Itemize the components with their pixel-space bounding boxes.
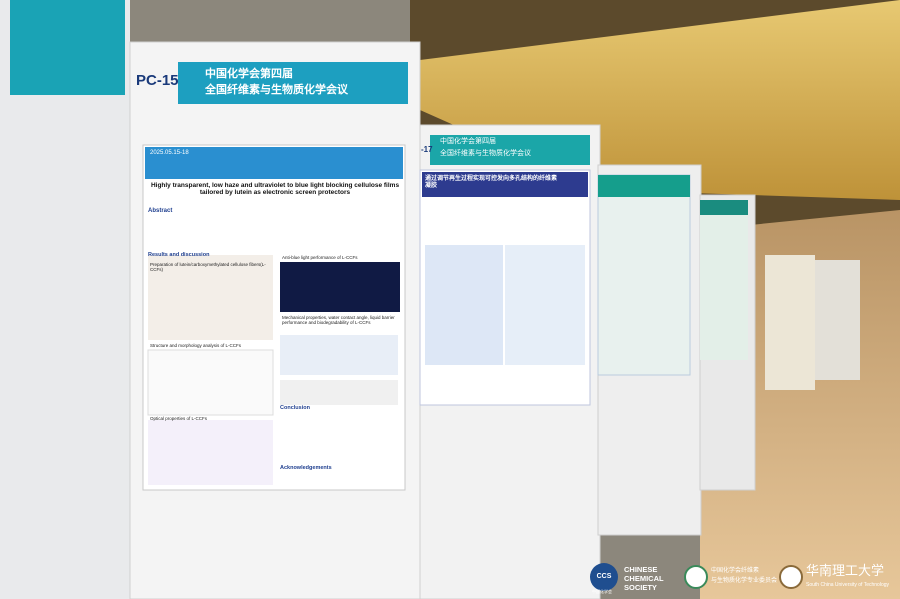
poster-header: [422, 172, 588, 197]
poster-header: [145, 147, 403, 179]
university-cn: 华南理工大学: [806, 563, 885, 578]
figure: [148, 255, 273, 340]
ccs-logo: [590, 563, 618, 591]
ccs-cn: 中国化学会: [592, 589, 612, 594]
figure: [147, 349, 274, 416]
banner-line: 全国纤维素与生物质化学会议: [205, 84, 348, 96]
poster-title: 通过调节再生过程实现可控发向多孔结构的纤维素凝胶: [425, 176, 558, 189]
subheading: Optical properties of L-CCFs: [150, 416, 208, 421]
subheading: Structure and morphology analysis of L-C…: [150, 343, 242, 348]
ccs-badge: CCS: [596, 573, 612, 580]
poster: [597, 174, 691, 376]
poster-header: [598, 175, 690, 197]
board-label: -17: [421, 145, 433, 154]
section-heading: Results and discussion: [148, 252, 210, 258]
committee-name: 中国化学会纤维素: [711, 568, 760, 574]
section-heading: Abstract: [148, 208, 173, 214]
date: 2025.05.15-18: [150, 150, 189, 156]
board-label: PC-15: [136, 72, 179, 89]
figure: [148, 420, 273, 485]
figure: [280, 335, 398, 375]
banner-line: 中国化学会第四届: [205, 68, 293, 80]
subheading: Anti-blue light performance of L-CCFs: [282, 255, 358, 260]
ccs-en: SOCIETY: [624, 583, 657, 592]
university-en: South China University of Technology: [806, 582, 890, 588]
figure: [425, 245, 503, 365]
subheading: Mechanical properties, water contact ang…: [282, 315, 395, 326]
university-logo: [779, 565, 803, 589]
subheading: Preparation of lutein/carboxymethylated …: [150, 262, 266, 273]
left-board: [0, 0, 130, 599]
banner-line: 中国化学会第四届: [440, 138, 496, 145]
poster: [700, 200, 748, 360]
figure: [505, 245, 585, 365]
section-heading: Conclusion: [280, 405, 310, 411]
committee-logo: [684, 565, 708, 589]
banner: [178, 62, 408, 104]
poster-title: Highly transparent, low haze and ultravi…: [150, 182, 400, 197]
board: [815, 260, 860, 380]
left-banner: [10, 0, 125, 95]
ccs-en: CHINESE: [624, 565, 658, 574]
poster-header: [700, 200, 748, 215]
board: [765, 255, 815, 390]
ccs-en: CHEMICAL: [624, 574, 664, 583]
figure: [280, 380, 398, 405]
figure: [280, 262, 400, 312]
banner-line: 全国纤维素与生物质化学会议: [440, 150, 531, 157]
committee-name: 与生物质化学专业委员会: [711, 578, 778, 584]
section-heading: Acknowledgements: [280, 465, 332, 471]
banner: [430, 135, 590, 165]
